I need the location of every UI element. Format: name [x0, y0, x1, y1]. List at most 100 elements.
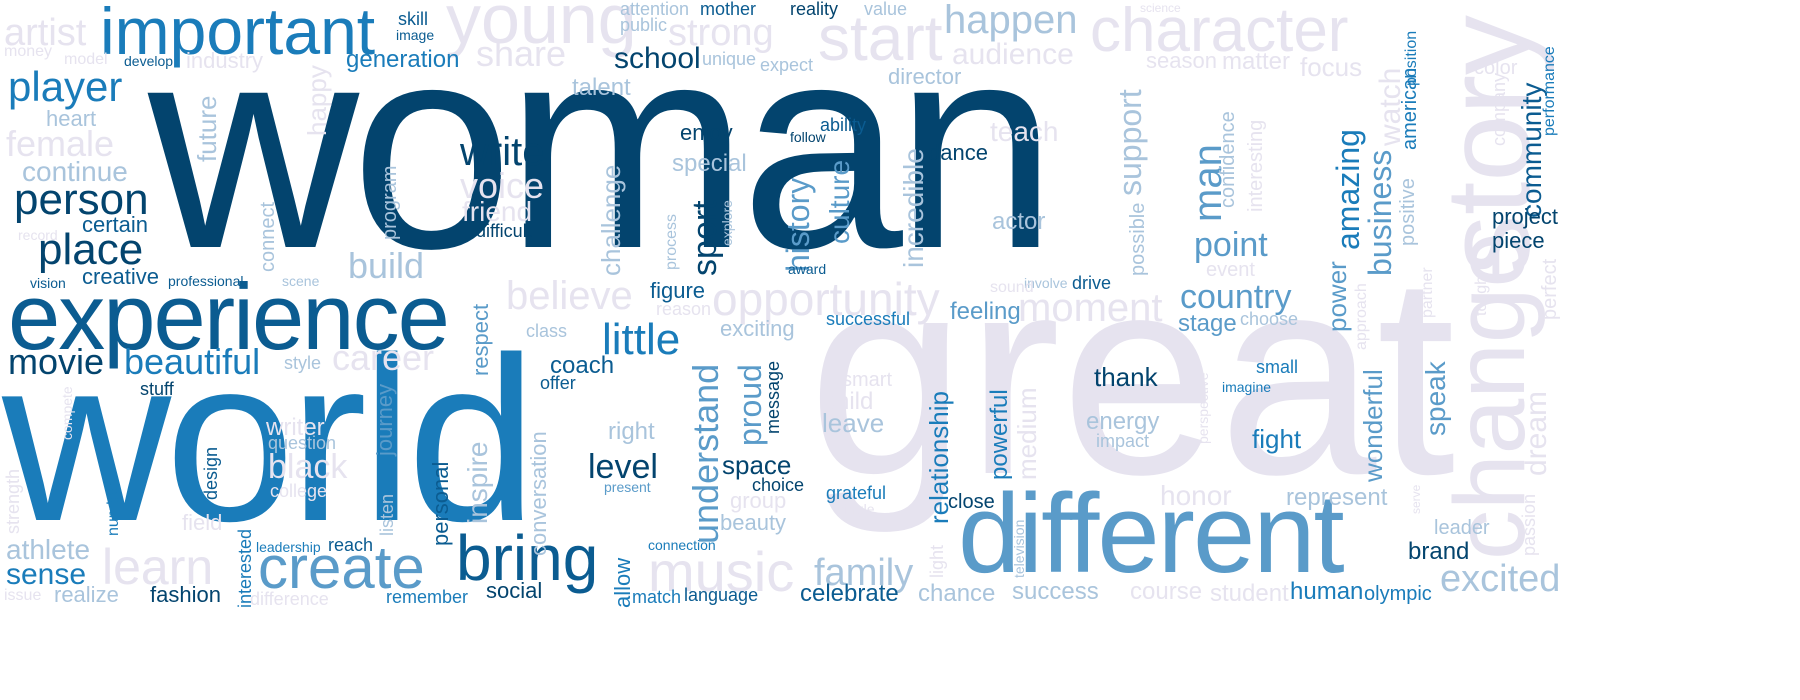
word-difficult: difficult [476, 221, 532, 241]
word-value: value [864, 0, 908, 19]
word-exciting: exciting [720, 316, 795, 341]
word-happen: happen [944, 0, 1078, 42]
word-class: class [526, 321, 568, 341]
word-success: success [1012, 578, 1099, 605]
word-learn: learn [102, 539, 214, 595]
word-certain: certain [82, 212, 149, 237]
word-stuff: stuff [140, 379, 174, 399]
word-impact: impact [1096, 431, 1150, 451]
word-start: start [818, 2, 943, 74]
word-incredible: incredible [898, 148, 929, 268]
word-build: build [348, 245, 425, 286]
word-artist: artist [4, 12, 87, 54]
word-history: history [780, 177, 816, 272]
word-piece: piece [1492, 228, 1545, 253]
word-conversation: conversation [526, 431, 551, 556]
word-opportunity: opportunity [712, 273, 940, 325]
word-sound: sound [990, 279, 1034, 296]
word-develop: develop [124, 53, 174, 69]
word-tough: tough [1473, 275, 1490, 316]
word-coach: coach [550, 352, 615, 379]
word-powerful: powerful [986, 389, 1013, 480]
word-place: place [38, 225, 144, 274]
word-reality: reality [790, 0, 839, 19]
word-medium: medium [1012, 387, 1042, 480]
word-field: field [182, 510, 223, 535]
word-possible: possible [1127, 202, 1149, 276]
word-share: share [476, 33, 567, 74]
word-confidence: confidence [1217, 111, 1239, 208]
word-moment: moment [1018, 286, 1163, 330]
word-culture: culture [824, 159, 855, 244]
word-season: season [1146, 48, 1217, 73]
word-happy: happy [302, 65, 332, 136]
word-believe: believe [506, 274, 633, 318]
word-heart: heart [46, 106, 97, 131]
word-olympic: olympic [1364, 583, 1432, 605]
word-course: course [1130, 578, 1203, 605]
word-present: present [604, 479, 651, 495]
word-speak: speak [1420, 361, 1451, 436]
word-special: special [672, 150, 747, 177]
word-strength: strength [3, 468, 23, 534]
word-skill: skill [398, 9, 428, 29]
word-country: country [1180, 278, 1292, 316]
word-character: character [1090, 0, 1349, 65]
word-record: record [18, 227, 58, 243]
word-write: write [460, 130, 545, 174]
word-black: black [268, 448, 348, 486]
word-female: female [6, 123, 115, 164]
word-creative: creative [82, 264, 160, 289]
word-design: design [201, 446, 221, 500]
word-honor: honor [1160, 480, 1232, 511]
word-figure: figure [650, 278, 706, 303]
word-power: power [1322, 261, 1352, 332]
word-leave: leave [822, 408, 885, 438]
word-mother: mother [700, 0, 757, 19]
word-issue: issue [4, 587, 42, 604]
word-explore: explore [719, 200, 735, 246]
word-fashion: fashion [150, 582, 221, 607]
word-leadership: leadership [256, 539, 321, 555]
word-music: music [648, 540, 795, 603]
word-business: business [1362, 149, 1398, 276]
word-sense: sense [6, 558, 87, 591]
word-smart: smart [842, 369, 892, 391]
word-matter: matter [1222, 48, 1291, 75]
word-approach: approach [1353, 283, 1370, 350]
word-involve: involve [1024, 275, 1068, 291]
word-challenge: challenge [596, 164, 626, 276]
word-stage: stage [1178, 310, 1237, 337]
word-little: little [602, 315, 681, 364]
word-family: family [814, 552, 914, 594]
word-world: world [2, 308, 537, 570]
word-level: level [588, 448, 658, 486]
word-attention: attention [620, 0, 690, 19]
word-science: science [1140, 1, 1181, 15]
word-fight: fight [1252, 424, 1302, 454]
word-light: light [927, 544, 947, 578]
word-connection: connection [648, 537, 716, 553]
word-inspire: inspire [462, 441, 493, 524]
word-dream: dream [1520, 390, 1553, 476]
word-athlete: athlete [6, 534, 91, 565]
word-award: award [788, 261, 827, 277]
word-brand: brand [1408, 538, 1470, 565]
word-listen: listen [377, 493, 397, 536]
word-writer: writer [266, 414, 325, 441]
word-group: group [730, 488, 787, 513]
word-thank: thank [1094, 362, 1158, 392]
word-celebrate: celebrate [800, 580, 899, 607]
word-student: student [1210, 580, 1289, 607]
word-young: young [446, 0, 637, 58]
word-actor: actor [992, 208, 1046, 235]
word-child: child [824, 388, 874, 415]
word-performance: performance [1541, 46, 1558, 136]
word-partner: partner [1419, 267, 1436, 318]
word-remember: remember [386, 587, 469, 607]
word-experience: experience [8, 264, 450, 369]
word-unique: unique [702, 49, 757, 69]
word-compete: compete [59, 386, 75, 440]
word-allow: allow [610, 557, 635, 608]
